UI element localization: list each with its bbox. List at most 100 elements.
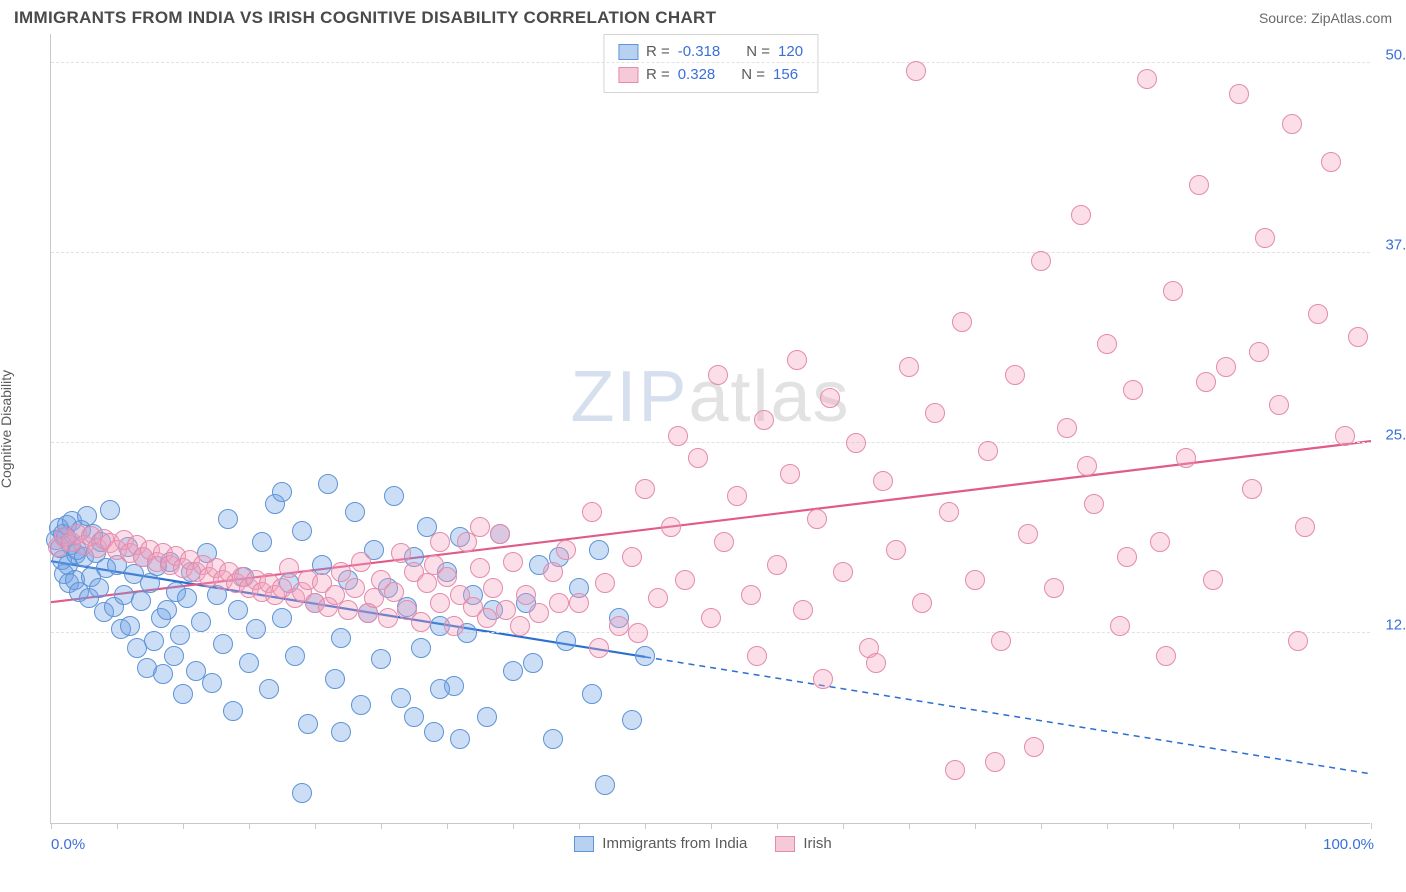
- data-point: [543, 729, 563, 749]
- data-point: [648, 588, 668, 608]
- data-point: [218, 509, 238, 529]
- chart-header: IMMIGRANTS FROM INDIA VS IRISH COGNITIVE…: [0, 0, 1406, 34]
- stat-r-label: R =: [646, 41, 670, 64]
- data-point: [582, 502, 602, 522]
- data-point: [430, 532, 450, 552]
- stat-n-label: N =: [746, 41, 770, 64]
- data-point: [886, 540, 906, 560]
- data-point: [873, 471, 893, 491]
- x-tick: [1041, 823, 1042, 829]
- data-point: [213, 634, 233, 654]
- data-point: [1321, 152, 1341, 172]
- data-point: [833, 562, 853, 582]
- x-tick: [513, 823, 514, 829]
- data-point: [661, 517, 681, 537]
- data-point: [223, 701, 243, 721]
- stat-r-value: 0.328: [678, 64, 716, 87]
- data-point: [622, 547, 642, 567]
- data-point: [747, 646, 767, 666]
- data-point: [807, 509, 827, 529]
- legend-swatch: [618, 67, 638, 83]
- x-tick: [1371, 823, 1372, 829]
- x-tick: [315, 823, 316, 829]
- data-point: [252, 532, 272, 552]
- data-point: [1216, 357, 1236, 377]
- data-point: [1156, 646, 1176, 666]
- x-tick: [117, 823, 118, 829]
- data-point: [1071, 205, 1091, 225]
- data-point: [523, 653, 543, 673]
- data-point: [331, 722, 351, 742]
- data-point: [279, 558, 299, 578]
- data-point: [866, 653, 886, 673]
- stat-n-value: 156: [773, 64, 798, 87]
- data-point: [450, 729, 470, 749]
- x-tick: [645, 823, 646, 829]
- data-point: [318, 474, 338, 494]
- data-point: [622, 710, 642, 730]
- data-point: [543, 562, 563, 582]
- x-tick: [51, 823, 52, 829]
- data-point: [411, 612, 431, 632]
- data-point: [688, 448, 708, 468]
- data-point: [1203, 570, 1223, 590]
- data-point: [754, 410, 774, 430]
- data-point: [945, 760, 965, 780]
- data-point: [1295, 517, 1315, 537]
- legend-label: Immigrants from India: [602, 835, 747, 852]
- trend-line-extension: [645, 657, 1371, 774]
- data-point: [477, 608, 497, 628]
- x-tick: [579, 823, 580, 829]
- gridline: [51, 252, 1370, 253]
- stat-n-label: N =: [741, 64, 765, 87]
- data-point: [635, 646, 655, 666]
- stat-n-value: 120: [778, 41, 803, 64]
- data-point: [384, 486, 404, 506]
- data-point: [813, 669, 833, 689]
- data-point: [371, 649, 391, 669]
- data-point: [404, 707, 424, 727]
- data-point: [1255, 228, 1275, 248]
- data-point: [595, 573, 615, 593]
- data-point: [780, 464, 800, 484]
- data-point: [325, 669, 345, 689]
- data-point: [246, 619, 266, 639]
- chart-area: Cognitive Disability ZIPatlas R =-0.318N…: [14, 34, 1392, 824]
- data-point: [556, 631, 576, 651]
- data-point: [364, 588, 384, 608]
- data-point: [351, 695, 371, 715]
- data-point: [1163, 281, 1183, 301]
- data-point: [292, 783, 312, 803]
- legend-stat-row: R =-0.318N =120: [618, 41, 803, 64]
- data-point: [430, 679, 450, 699]
- data-point: [1249, 342, 1269, 362]
- data-point: [589, 638, 609, 658]
- data-point: [272, 608, 292, 628]
- data-point: [228, 600, 248, 620]
- data-point: [1117, 547, 1137, 567]
- data-point: [345, 578, 365, 598]
- data-point: [549, 593, 569, 613]
- data-point: [1110, 616, 1130, 636]
- data-point: [1229, 84, 1249, 104]
- data-point: [144, 631, 164, 651]
- data-point: [1137, 69, 1157, 89]
- data-point: [89, 578, 109, 598]
- data-point: [1031, 251, 1051, 271]
- data-point: [338, 600, 358, 620]
- gridline: [51, 62, 1370, 63]
- data-point: [925, 403, 945, 423]
- data-point: [741, 585, 761, 605]
- data-point: [331, 628, 351, 648]
- data-point: [635, 479, 655, 499]
- legend-swatch: [574, 836, 594, 852]
- x-tick: [1305, 823, 1306, 829]
- legend-item: Immigrants from India: [574, 835, 747, 852]
- data-point: [767, 555, 787, 575]
- data-point: [609, 616, 629, 636]
- x-tick: [183, 823, 184, 829]
- data-point: [351, 552, 371, 572]
- data-point: [503, 552, 523, 572]
- data-point: [1005, 365, 1025, 385]
- data-point: [701, 608, 721, 628]
